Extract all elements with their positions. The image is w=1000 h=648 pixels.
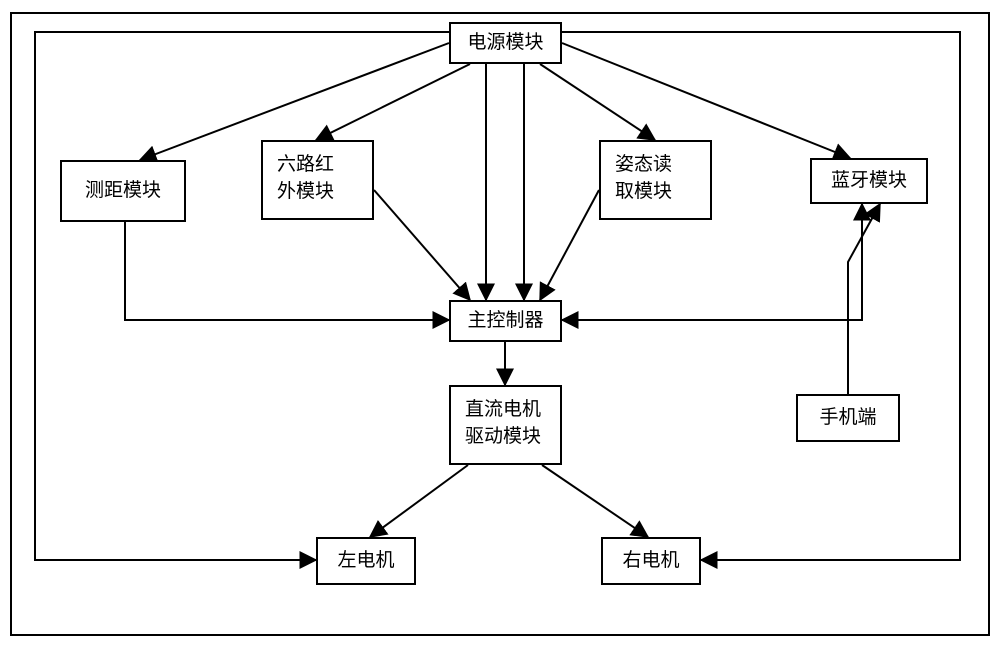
node-ir6: 六路红外模块 — [261, 140, 374, 220]
node-label: 姿态读取模块 — [615, 152, 672, 205]
node-power: 电源模块 — [449, 22, 562, 64]
node-label: 蓝牙模块 — [831, 168, 907, 195]
node-mcu: 主控制器 — [449, 300, 562, 342]
node-phone: 手机端 — [796, 394, 900, 442]
node-label: 测距模块 — [85, 178, 161, 205]
node-label: 电源模块 — [467, 30, 543, 57]
node-dist: 测距模块 — [60, 160, 186, 222]
node-label: 直流电机驱动模块 — [465, 397, 541, 450]
node-label: 主控制器 — [467, 308, 543, 335]
node-label: 手机端 — [819, 405, 876, 432]
node-drv: 直流电机驱动模块 — [449, 385, 562, 465]
node-label: 六路红外模块 — [277, 152, 334, 205]
node-lmotor: 左电机 — [316, 537, 416, 585]
node-label: 右电机 — [622, 548, 679, 575]
node-bt: 蓝牙模块 — [810, 158, 928, 204]
diagram-canvas: 电源模块 测距模块 六路红外模块 姿态读取模块 蓝牙模块 主控制器 直流电机驱动… — [0, 0, 1000, 648]
node-label: 左电机 — [337, 548, 394, 575]
node-attitude: 姿态读取模块 — [599, 140, 712, 220]
node-rmotor: 右电机 — [601, 537, 701, 585]
